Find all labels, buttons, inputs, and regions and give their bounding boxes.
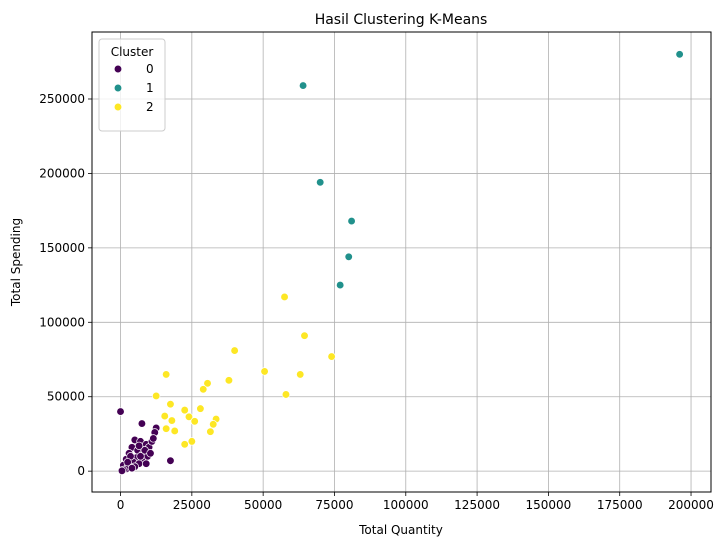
data-point-cluster-2: [166, 400, 175, 409]
x-tick-label: 50000: [244, 498, 282, 512]
plot-frame: [91, 31, 712, 493]
grid-lines: [92, 32, 711, 492]
data-point-cluster-0: [117, 466, 127, 476]
data-point-cluster-2: [296, 370, 305, 379]
data-point-cluster-2: [281, 390, 291, 399]
y-tick-label: 250000: [39, 92, 85, 106]
data-point-cluster-1: [344, 252, 353, 261]
y-tick-label: 150000: [39, 241, 85, 255]
data-point-cluster-2: [199, 385, 208, 394]
data-point-cluster-1: [316, 178, 325, 187]
data-point-cluster-2: [230, 346, 239, 355]
data-point-cluster-0: [146, 449, 155, 458]
x-tick-label: 100000: [383, 498, 429, 512]
data-point-cluster-1: [675, 50, 684, 59]
x-tick-label: 175000: [597, 498, 643, 512]
data-point-cluster-2: [167, 416, 177, 425]
x-tick-label: 125000: [454, 498, 500, 512]
data-point-cluster-2: [180, 405, 189, 415]
data-point-cluster-2: [190, 417, 199, 426]
data-point-cluster-2: [203, 379, 212, 388]
axis-ticks: 0 25000 50000 75000 100000 125000 150000 175000…: [39, 92, 714, 512]
y-tick-label: 200000: [39, 166, 85, 180]
data-point-cluster-2: [160, 411, 169, 421]
data-points: [116, 50, 684, 476]
data-point-cluster-2: [260, 367, 269, 376]
data-point-cluster-0: [149, 434, 158, 443]
data-point-cluster-0: [136, 452, 145, 461]
data-point-cluster-2: [300, 331, 309, 340]
x-tick-label: 150000: [525, 498, 571, 512]
data-point-cluster-0: [166, 456, 175, 465]
data-point-cluster-1: [336, 280, 345, 290]
legend-marker-0: [113, 64, 123, 74]
data-point-cluster-2: [196, 404, 205, 413]
data-point-cluster-2: [206, 427, 215, 436]
data-point-cluster-2: [280, 292, 289, 302]
y-axis-label: Total Spending: [9, 218, 23, 307]
data-point-cluster-0: [116, 407, 125, 416]
legend-marker-1: [113, 83, 123, 93]
data-point-cluster-2: [162, 370, 171, 379]
x-tick-label: 0: [117, 498, 125, 512]
data-point-cluster-0: [142, 459, 151, 468]
y-tick-label: 50000: [47, 390, 85, 404]
data-point-cluster-0: [123, 458, 132, 467]
y-tick-label: 100000: [39, 315, 85, 329]
data-point-cluster-2: [180, 440, 189, 449]
data-point-cluster-2: [224, 376, 234, 385]
legend-label-0: 0: [146, 62, 154, 76]
data-point-cluster-1: [347, 216, 356, 226]
data-point-cluster-0: [127, 464, 137, 473]
data-point-cluster-2: [170, 426, 179, 436]
legend-label-1: 1: [146, 81, 154, 95]
legend-label-2: 2: [146, 100, 154, 114]
legend-title: Cluster: [111, 45, 154, 59]
data-point-cluster-2: [187, 437, 196, 446]
data-point-cluster-0: [137, 419, 147, 428]
legend-marker-2: [113, 102, 123, 112]
data-point-cluster-2: [152, 391, 161, 401]
data-point-cluster-2: [209, 420, 218, 429]
chart-title: Hasil Clustering K-Means: [315, 12, 488, 28]
y-tick-label: 0: [77, 464, 85, 478]
x-axis-label: Total Quantity: [358, 523, 443, 537]
x-tick-label: 25000: [173, 498, 211, 512]
legend: Cluster 0 1 2: [98, 38, 166, 132]
data-point-cluster-1: [298, 81, 308, 90]
x-tick-label: 200000: [668, 498, 714, 512]
data-point-cluster-2: [327, 352, 336, 361]
x-tick-label: 75000: [315, 498, 353, 512]
data-point-cluster-2: [184, 412, 194, 421]
data-point-cluster-2: [162, 424, 171, 433]
data-point-cluster-0: [134, 441, 144, 451]
